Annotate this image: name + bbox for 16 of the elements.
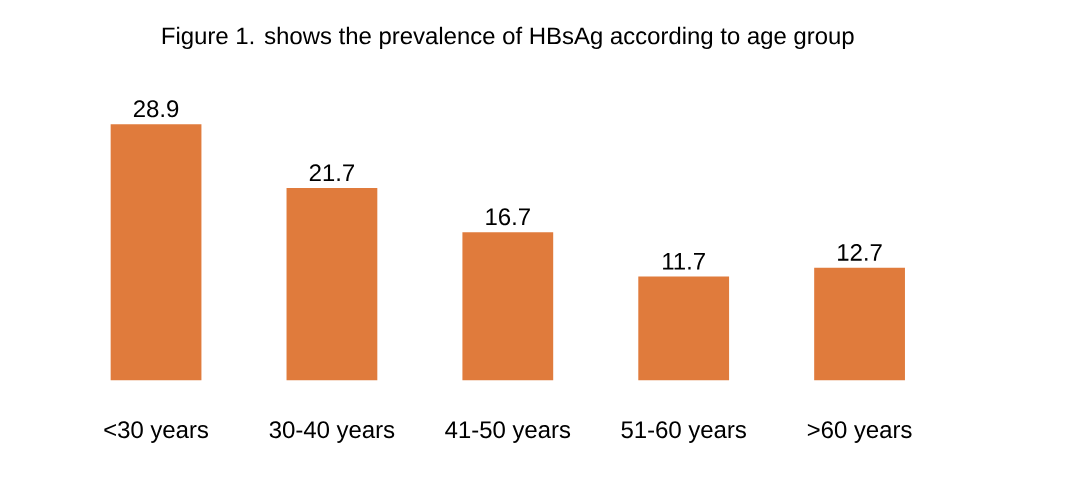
x-tick-label: <30 years: [104, 421, 209, 444]
x-tick-label: 51-60 years: [621, 421, 746, 444]
bar: [286, 188, 378, 381]
data-label: 21.7: [309, 164, 354, 182]
bar: [814, 267, 905, 381]
data-label: 11.7: [663, 253, 705, 270]
data-label: 28.9: [133, 100, 179, 118]
bar: [462, 232, 554, 381]
data-label: 16.7: [486, 208, 530, 226]
x-tick-label: 41-50 years: [445, 421, 571, 444]
x-tick-label: >60 years: [807, 421, 912, 444]
bar: [638, 276, 730, 381]
data-label: 12.7: [838, 244, 882, 261]
chart-title: Figure 1. shows the prevalence of HBsAg according to age group: [162, 26, 854, 50]
bar: [110, 124, 202, 381]
x-tick-label: 30-40 years: [269, 421, 395, 444]
